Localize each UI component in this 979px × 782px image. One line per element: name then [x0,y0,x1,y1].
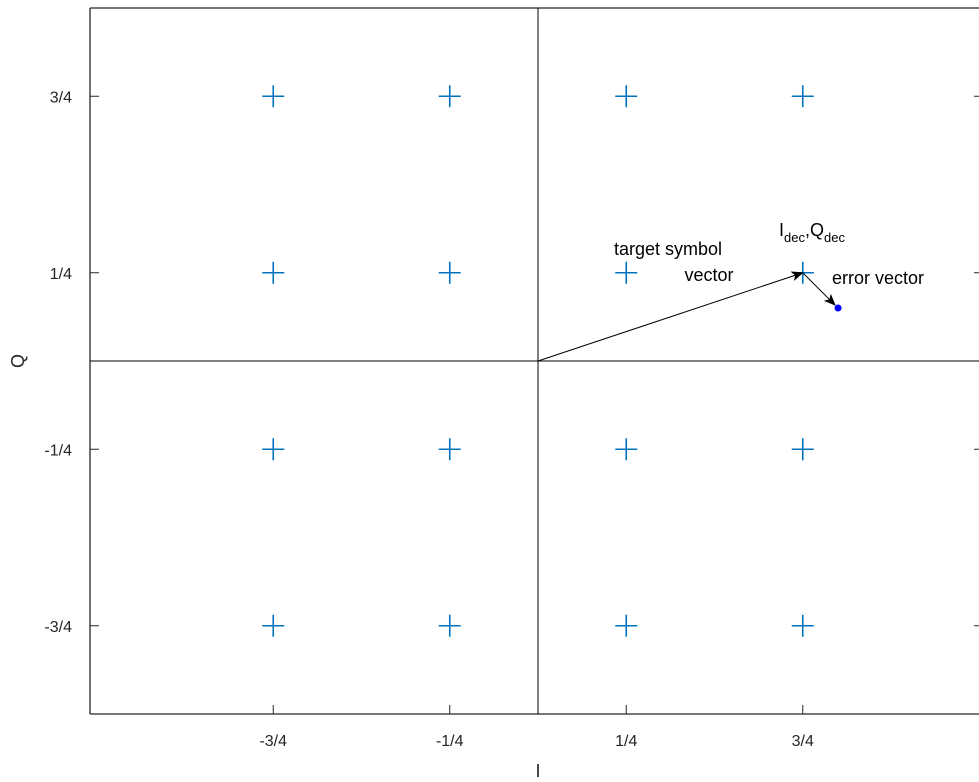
y-tick-label: 1/4 [50,266,72,283]
constellation-point [262,438,285,461]
decision-I: I [779,220,784,240]
x-tick-label: -1/4 [436,733,464,750]
decision-Q-sub: dec [824,230,845,245]
constellation-point [438,261,461,284]
constellation-point [791,614,814,637]
y-tick-label: -3/4 [44,619,72,636]
constellation-point [791,438,814,461]
constellation-point [438,614,461,637]
target-symbol-vector [537,271,804,362]
constellation-point [615,85,638,108]
constellation-point [438,85,461,108]
x-tick-label: 1/4 [615,733,637,750]
x-tick-label: -3/4 [259,733,287,750]
decision-point-label: Idec,Qdec [779,220,845,245]
constellation-point [615,261,638,284]
measured-symbol-point [834,304,842,312]
x-ticks: -3/4 -1/4 1/4 3/4 [259,705,814,750]
y-axis-label: Q [8,354,28,368]
decision-I-sub: dec [784,230,805,245]
constellation-point [438,438,461,461]
target-symbol-label-line2: vector [684,265,733,285]
constellation-points [262,85,814,637]
error-vector [802,272,836,306]
decision-sep: , [805,220,810,240]
target-symbol-label-line1: target symbol [614,239,722,259]
constellation-point [262,614,285,637]
constellation-point [615,438,638,461]
constellation-point [615,614,638,637]
x-tick-label: 3/4 [792,733,814,750]
y-tick-label: -1/4 [44,442,72,459]
constellation-point [791,85,814,108]
decision-Q: Q [810,220,824,240]
y-ticks: -3/4 -1/4 1/4 3/4 [44,89,979,636]
x-axis-label: I [535,761,540,781]
y-tick-label: 3/4 [50,89,72,106]
error-vector-label: error vector [832,268,924,288]
constellation-point [262,261,285,284]
constellation-point [262,85,285,108]
